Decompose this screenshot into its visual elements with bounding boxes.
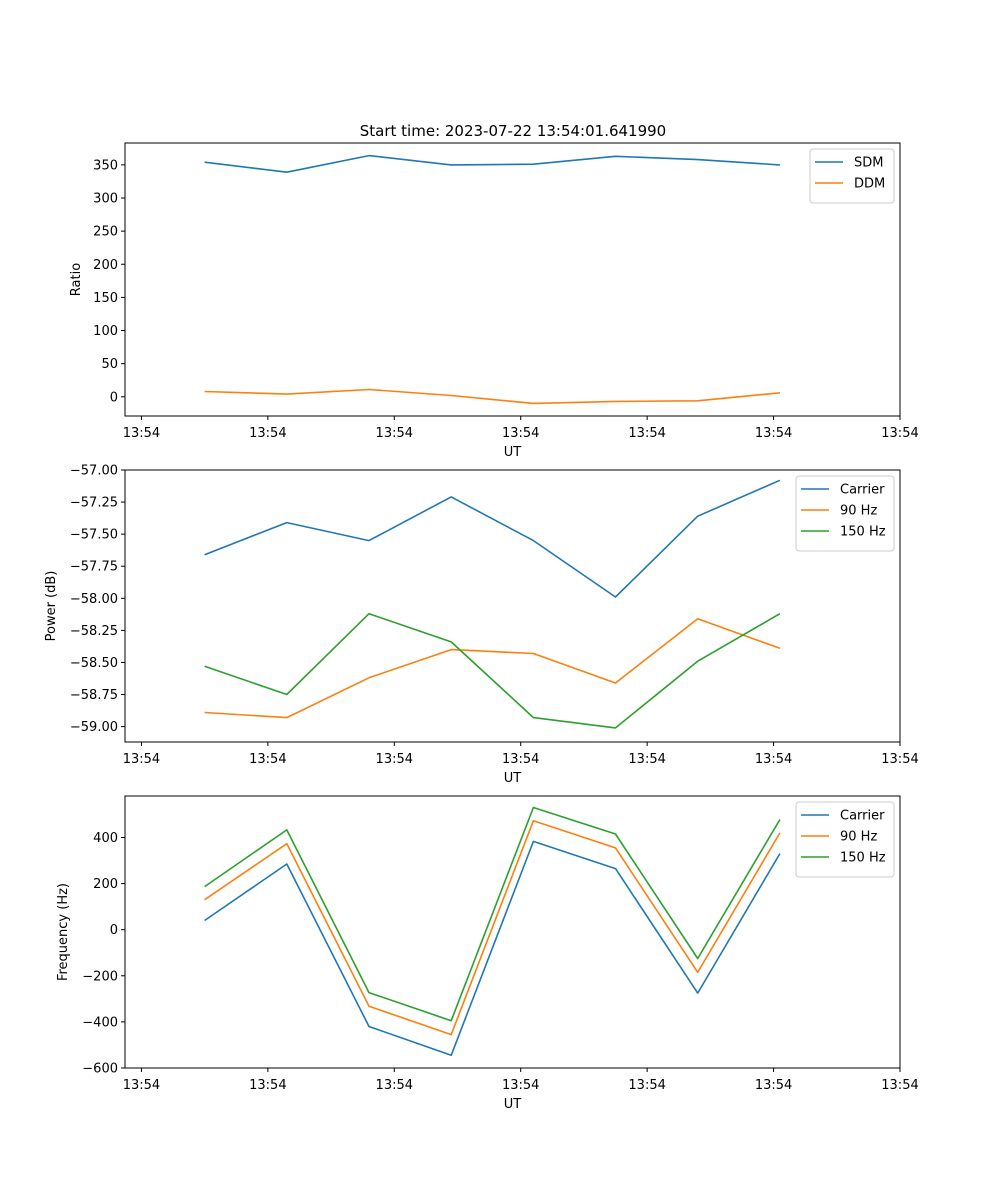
y-tick-label: −57.25: [70, 496, 118, 511]
y-tick-label: 250: [93, 225, 118, 240]
y-tick-label: −57.50: [70, 528, 118, 543]
legend: Carrier 90 Hz 150 Hz: [795, 475, 895, 552]
x-axis-label: UT: [504, 771, 522, 786]
chart-panel-3: 13:5413:5413:5413:5413:5413:5413:5413:55…: [56, 795, 919, 1112]
y-tick-label: −58.75: [70, 688, 118, 703]
x-tick-label: 13:54: [502, 426, 539, 441]
x-axis-label: UT: [504, 1097, 522, 1112]
legend: SDM DDM: [809, 148, 895, 204]
series-line-90-hz: [204, 819, 781, 1036]
x-axis-label: UT: [504, 445, 522, 460]
legend-box: [795, 475, 895, 552]
series-line-150-hz: [204, 612, 781, 729]
series-line-ddm: [204, 388, 780, 405]
x-tick-label: 13:54: [628, 752, 665, 767]
legend-box: [795, 801, 895, 878]
y-tick-label: 200: [93, 258, 118, 273]
x-tick-label: 13:54: [502, 752, 539, 767]
x-tick-label: 13:54: [123, 426, 160, 441]
legend-label: DDM: [854, 177, 885, 192]
y-tick-label: −58.00: [70, 592, 118, 607]
x-tick-label: 13:54: [881, 752, 918, 767]
y-tick-label: −59.00: [70, 720, 118, 735]
y-tick-label: −57.75: [70, 560, 118, 575]
y-axis-label: Ratio: [69, 263, 84, 296]
series-line-sdm: [204, 154, 780, 173]
y-tick-label: 400: [93, 831, 118, 846]
y-tick-label: 100: [93, 324, 118, 339]
y-axis-label: Frequency (Hz): [56, 883, 71, 981]
series-line-carrier: [204, 479, 781, 598]
series-line-carrier: [204, 840, 781, 1057]
x-tick-label: 13:54: [755, 1078, 792, 1093]
legend: Carrier 90 Hz 150 Hz: [795, 801, 895, 878]
y-tick-label: −400: [82, 1015, 118, 1030]
figure-title: Start time: 2023-07-22 13:54:01.641990: [360, 122, 666, 140]
panels: 13:5413:5413:5413:5413:5413:5413:5413:55…: [44, 142, 919, 1112]
axes-frame: [124, 142, 901, 417]
legend-label: 150 Hz: [840, 851, 886, 866]
axes-frame: [124, 795, 901, 1069]
x-tick-label: 13:54: [628, 426, 665, 441]
x-tick-label: 13:54: [249, 1078, 286, 1093]
x-tick-label: 13:54: [755, 426, 792, 441]
legend-label: 90 Hz: [840, 830, 877, 845]
series-line-150-hz: [204, 806, 781, 1022]
y-tick-label: −200: [82, 969, 118, 984]
y-tick-label: 150: [93, 291, 118, 306]
axes-frame: [124, 469, 901, 743]
chart-panel-1: 13:5413:5413:5413:5413:5413:5413:5413:55…: [69, 142, 919, 460]
y-tick-label: −58.50: [70, 656, 118, 671]
legend-label: 90 Hz: [840, 504, 877, 519]
y-tick-label: −58.25: [70, 624, 118, 639]
x-tick-label: 13:54: [249, 426, 286, 441]
x-tick-label: 13:54: [123, 1078, 160, 1093]
x-tick-label: 13:54: [881, 426, 918, 441]
legend-label: 150 Hz: [840, 525, 886, 540]
x-tick-label: 13:54: [376, 1078, 413, 1093]
y-tick-label: 200: [93, 877, 118, 892]
y-tick-label: 350: [93, 158, 118, 173]
legend-label: Carrier: [840, 809, 885, 824]
y-tick-label: −57.00: [70, 464, 118, 479]
chart-panel-2: 13:5413:5413:5413:5413:5413:5413:5413:55…: [44, 464, 919, 787]
legend-label: Carrier: [840, 483, 885, 498]
y-tick-label: 50: [101, 357, 118, 372]
x-tick-label: 13:54: [376, 426, 413, 441]
x-tick-label: 13:54: [502, 1078, 539, 1093]
x-tick-label: 13:54: [249, 752, 286, 767]
y-tick-label: 0: [110, 390, 118, 405]
x-tick-label: 13:54: [123, 752, 160, 767]
x-tick-label: 13:54: [628, 1078, 665, 1093]
legend-label: SDM: [854, 156, 883, 171]
x-tick-label: 13:54: [881, 1078, 918, 1093]
series-line-90-hz: [204, 617, 781, 719]
x-tick-label: 13:54: [376, 752, 413, 767]
x-tick-label: 13:54: [755, 752, 792, 767]
y-tick-label: 300: [93, 191, 118, 206]
y-axis-label: Power (dB): [44, 571, 59, 642]
y-tick-label: −600: [82, 1062, 118, 1077]
y-tick-label: 0: [110, 923, 118, 938]
